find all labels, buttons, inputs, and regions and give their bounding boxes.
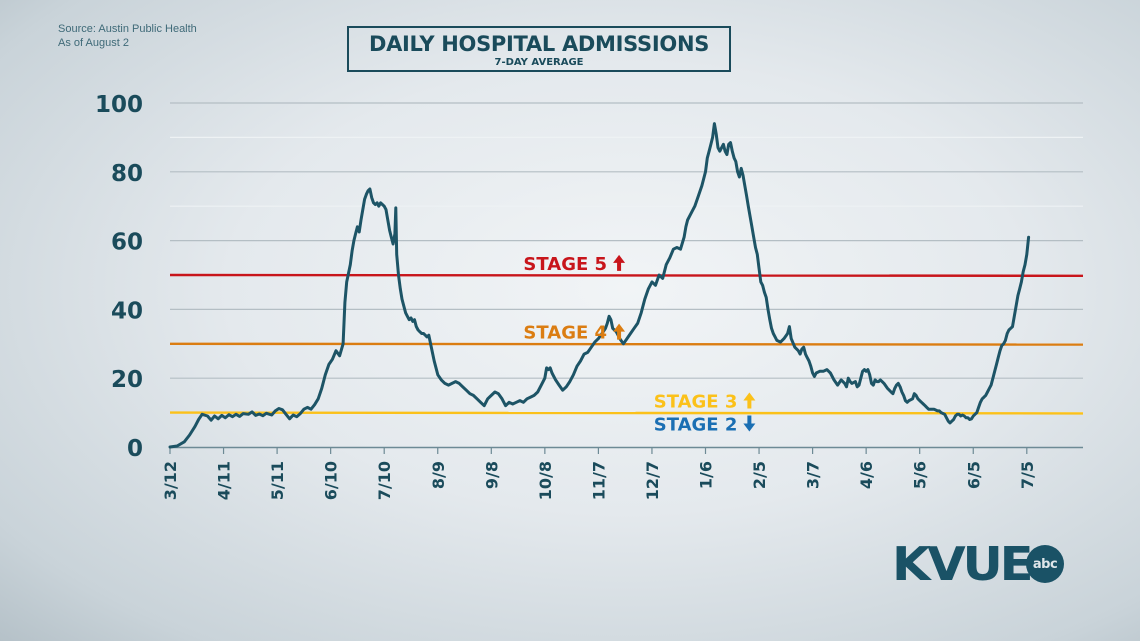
data-series	[168, 122, 1031, 449]
y-tick-label: 100	[95, 92, 143, 118]
arrow-up-icon	[613, 323, 626, 340]
x-tick-label: 11/7	[589, 461, 608, 500]
x-tick-label: 12/7	[643, 461, 662, 500]
x-tick-label: 1/6	[697, 461, 716, 489]
y-tick-label: 20	[111, 367, 143, 393]
arrow-down-icon	[743, 415, 756, 432]
y-axis: 0 20 40 60 80 100	[95, 92, 143, 462]
x-tick-label: 5/11	[268, 461, 287, 500]
x-tick-label: 4/6	[857, 461, 876, 489]
abc-badge-icon: abc	[1026, 545, 1065, 583]
stage-label: STAGE 5	[523, 254, 607, 275]
y-tick-label: 40	[111, 298, 143, 324]
x-tick-label: 7/10	[375, 461, 394, 500]
arrow-up-icon	[743, 392, 756, 409]
source-text: Source: Austin Public Health	[58, 23, 197, 35]
title-box: DAILY HOSPITAL ADMISSIONS 7-DAY AVERAGE	[347, 26, 731, 72]
threshold-line-stage-3	[169, 411, 1084, 415]
y-tick-label: 0	[127, 436, 143, 462]
x-axis: 3/12 4/11 5/11 6/10 7/10 8/9 9/8 10/8 11/7 12/7 1/…	[161, 446, 1083, 500]
x-tick-label: 4/11	[215, 461, 234, 500]
x-tick-label: 6/10	[322, 461, 341, 500]
x-tick-label: 7/5	[1018, 461, 1037, 489]
gridlines	[170, 102, 1083, 414]
logo-text: KVUE	[892, 537, 1034, 591]
threshold-lines	[169, 273, 1084, 415]
chart-title: DAILY HOSPITAL ADMISSIONS	[368, 32, 710, 56]
x-tick-label: 8/9	[429, 461, 448, 489]
x-tick-label: 2/5	[750, 461, 769, 489]
kvue-logo: KVUE abc	[892, 537, 1065, 591]
x-tick-label: 3/7	[804, 461, 823, 489]
series-line	[168, 122, 1031, 449]
y-tick-label: 80	[111, 161, 143, 187]
x-tick-label: 6/5	[964, 461, 983, 489]
chart-subtitle: 7-DAY AVERAGE	[494, 57, 584, 68]
stage-label: STAGE 3	[654, 391, 738, 412]
x-tick-label: 10/8	[536, 461, 555, 500]
threshold-line-stage-5	[169, 273, 1084, 277]
arrow-up-icon	[613, 254, 626, 271]
x-tick-label: 5/6	[911, 461, 930, 489]
as-of-date: As of August 2	[58, 37, 129, 49]
x-tick-label: 3/12	[161, 461, 180, 500]
source-note: Source: Austin Public Health As of Augus…	[58, 22, 197, 50]
threshold-line-stage-4	[169, 342, 1084, 346]
y-tick-label: 60	[111, 230, 143, 256]
stage-label: STAGE 2	[654, 414, 738, 435]
stage-label: STAGE 4	[523, 323, 607, 344]
x-tick-label: 9/8	[482, 461, 501, 489]
